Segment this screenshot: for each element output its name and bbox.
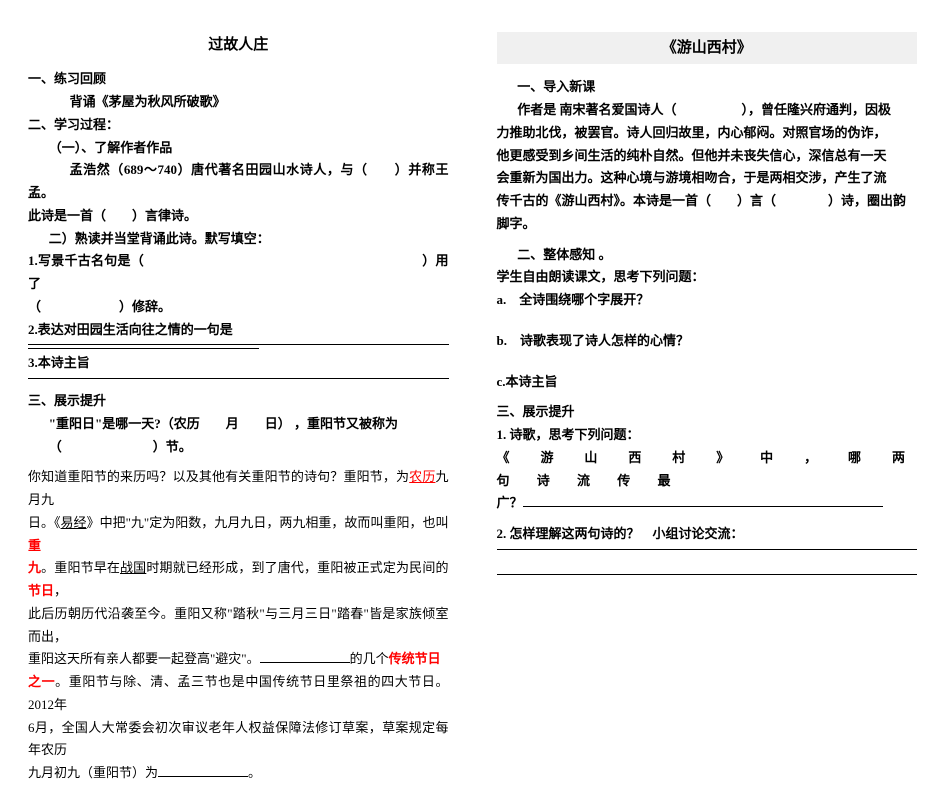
r-s2-qc: c.本诗主旨: [497, 371, 918, 394]
spacer-r4: [497, 393, 918, 401]
r-s2-heading: 二、整体感知 。: [497, 244, 918, 267]
pb-t2: 》中把"九"定为阳数，九月九日，两九相重，故而叫重阳，也叫: [87, 515, 449, 530]
pc-t3: ，: [54, 583, 67, 598]
para-line-g: 6月，全国人大常委会初次审议老年人权益保障法修订草案，草案规定每年农历: [28, 717, 449, 763]
r-s3-q1a: 1. 诗歌，思考下列问题：: [497, 424, 918, 447]
r-s1-p2: 力推助北伐，被罢官。诗人回归故里，内心郁闷。对照官场的伪诈，: [497, 122, 918, 145]
pa-red1: 农历: [409, 469, 435, 484]
sec2-q3: 3.本诗主旨: [28, 352, 449, 375]
sec2-q2: 2.表达对田园生活向往之情的一句是: [28, 319, 449, 342]
spacer-r2: [497, 312, 918, 330]
sec3-q1: "重阳日"是哪一天?（农历 月 日） ，重阳节又被称为: [28, 413, 449, 436]
sec2-sub1: （一）、了解作者作品: [28, 137, 449, 160]
rule-line-2: [28, 348, 259, 349]
rule-line-3: [28, 378, 449, 379]
sec3-heading: 三、展示提升: [28, 390, 449, 413]
rule-line-1: [28, 344, 449, 345]
r-s2-qb: b. 诗歌表现了诗人怎样的心情？: [497, 330, 918, 353]
pc-t2: 时期就已经形成，到了唐代，重阳被正式定为民间的: [146, 560, 448, 575]
sec2-q1b: （ ）修辞。: [28, 296, 449, 319]
sec2-form: 此诗是一首（ ）言律诗。: [28, 205, 449, 228]
sec3-q2: （ ）节。: [28, 436, 449, 459]
spacer-r6: [497, 553, 918, 571]
spacer-r5: [497, 515, 918, 523]
pc-red1: 九: [28, 560, 41, 575]
pe-t1: 重阳这天所有亲人都要一起登高"避灾"。: [28, 651, 260, 666]
r-s1-heading: 一、导入新课: [497, 76, 918, 99]
para-line-e: 重阳这天所有亲人都要一起登高"避灾"。 的几个传统节日: [28, 648, 449, 671]
right-title: 《游山西村》: [497, 32, 918, 64]
r-s1-p5: 传千古的《游山西村》。本诗是一首（ ）言（ ）诗，圈出韵: [497, 190, 918, 213]
pc-t1: 。重阳节早在: [41, 560, 120, 575]
r-s3-q1c: 广？: [497, 492, 918, 515]
pa-t1: 你知道重阳节的来历吗？以及其他有关重阳节的诗句？重阳节，为: [28, 469, 409, 484]
sec2-author: 孟浩然（689～740）唐代著名田园山水诗人，与（ ）并称王孟。: [28, 159, 449, 205]
spacer-2: [28, 458, 449, 466]
blank-e: [260, 650, 350, 663]
r-s3-q1b: 《 游 山 西 村 》 中 ， 哪 两 句 诗 流 传 最: [497, 447, 918, 493]
left-column: 过故人庄 一、练习回顾 背诵《茅屋为秋风所破歌》 二、学习过程： （一）、了解作…: [28, 32, 473, 637]
blank-r1: [523, 494, 883, 507]
sec1-recite: 背诵《茅屋为秋风所破歌》: [28, 91, 449, 114]
pc-red2: 节日: [28, 583, 54, 598]
para-line-a: 你知道重阳节的来历吗？以及其他有关重阳节的诗句？重阳节，为农历九月九: [28, 466, 449, 512]
spacer-r1: [497, 236, 918, 244]
r-s1-p1: 作者是 南宋著名爱国诗人（ ），曾任隆兴府通判，因极: [497, 99, 918, 122]
pb-red: 重: [28, 538, 41, 553]
r-s1-p4: 会重新为国出力。这种心境与游境相吻合，于是两相交涉，产生了流: [497, 167, 918, 190]
sec2-heading: 二、学习过程：: [28, 114, 449, 137]
spacer: [28, 382, 449, 390]
r-s3-q2: 2. 怎样理解这两句诗的？ 小组讨论交流：: [497, 523, 918, 546]
sec3-q1-a: "重阳日"是哪一天?（农历 月 日）: [49, 416, 291, 431]
r-s3-q1c-text: 广？: [497, 495, 523, 510]
sec2-q1: 1.写景千古名句是（ ）用了: [28, 250, 449, 296]
r-s2-line: 学生自由朗读课文，思考下列问题：: [497, 266, 918, 289]
pc-u: 战国: [120, 560, 146, 575]
ph-t2: 。: [248, 765, 261, 780]
para-line-c: 九。重阳节早在战国时期就已经形成，到了唐代，重阳被正式定为民间的节日，: [28, 557, 449, 603]
pf-t: 。重阳节与除、清、孟三节也是中国传统节日里祭祖的四大节日。2012年: [28, 674, 448, 712]
r-s2-qa: a. 全诗围绕哪个字展开？: [497, 289, 918, 312]
para-line-b: 日。《易经》中把"九"定为阳数，九月九日，两九相重，故而叫重阳，也叫重: [28, 512, 449, 558]
sec3-q1-b: ，重阳节又被称为: [294, 416, 398, 431]
para-line-d: 此后历朝历代沿袭至今。重阳又称"踏秋"与三月三日"踏春"皆是家族倾室而出，: [28, 603, 449, 649]
blank-h: [158, 764, 248, 777]
sec1-heading: 一、练习回顾: [28, 68, 449, 91]
ph-t1: 九月初九（重阳节）为: [28, 765, 158, 780]
pe-t2: 的几个: [350, 651, 389, 666]
spacer-r3: [497, 353, 918, 371]
left-title: 过故人庄: [28, 32, 449, 58]
para-line-f: 之一。重阳节与除、清、孟三节也是中国传统节日里祭祖的四大节日。2012年: [28, 671, 449, 717]
pf-red: 之一: [28, 674, 55, 689]
r-s1-p3: 他更感受到乡间生活的纯朴自然。但他并未丧失信心，深信总有一天: [497, 145, 918, 168]
pe-red: 传统节日: [389, 651, 441, 666]
right-column: 《游山西村》 一、导入新课 作者是 南宋著名爱国诗人（ ），曾任隆兴府通判，因极…: [473, 32, 918, 637]
para-line-h: 九月初九（重阳节）为 。: [28, 762, 449, 785]
r-s1-p6: 脚字。: [497, 213, 918, 236]
sec2-sub2: 二）熟读并当堂背诵此诗。默写填空：: [28, 228, 449, 251]
r-s3-heading: 三、展示提升: [497, 401, 918, 424]
rule-line-r1: [497, 549, 918, 550]
pb-t1: 日。《: [28, 515, 61, 530]
rule-line-r2: [497, 574, 918, 575]
pb-u: 易经: [61, 515, 87, 530]
